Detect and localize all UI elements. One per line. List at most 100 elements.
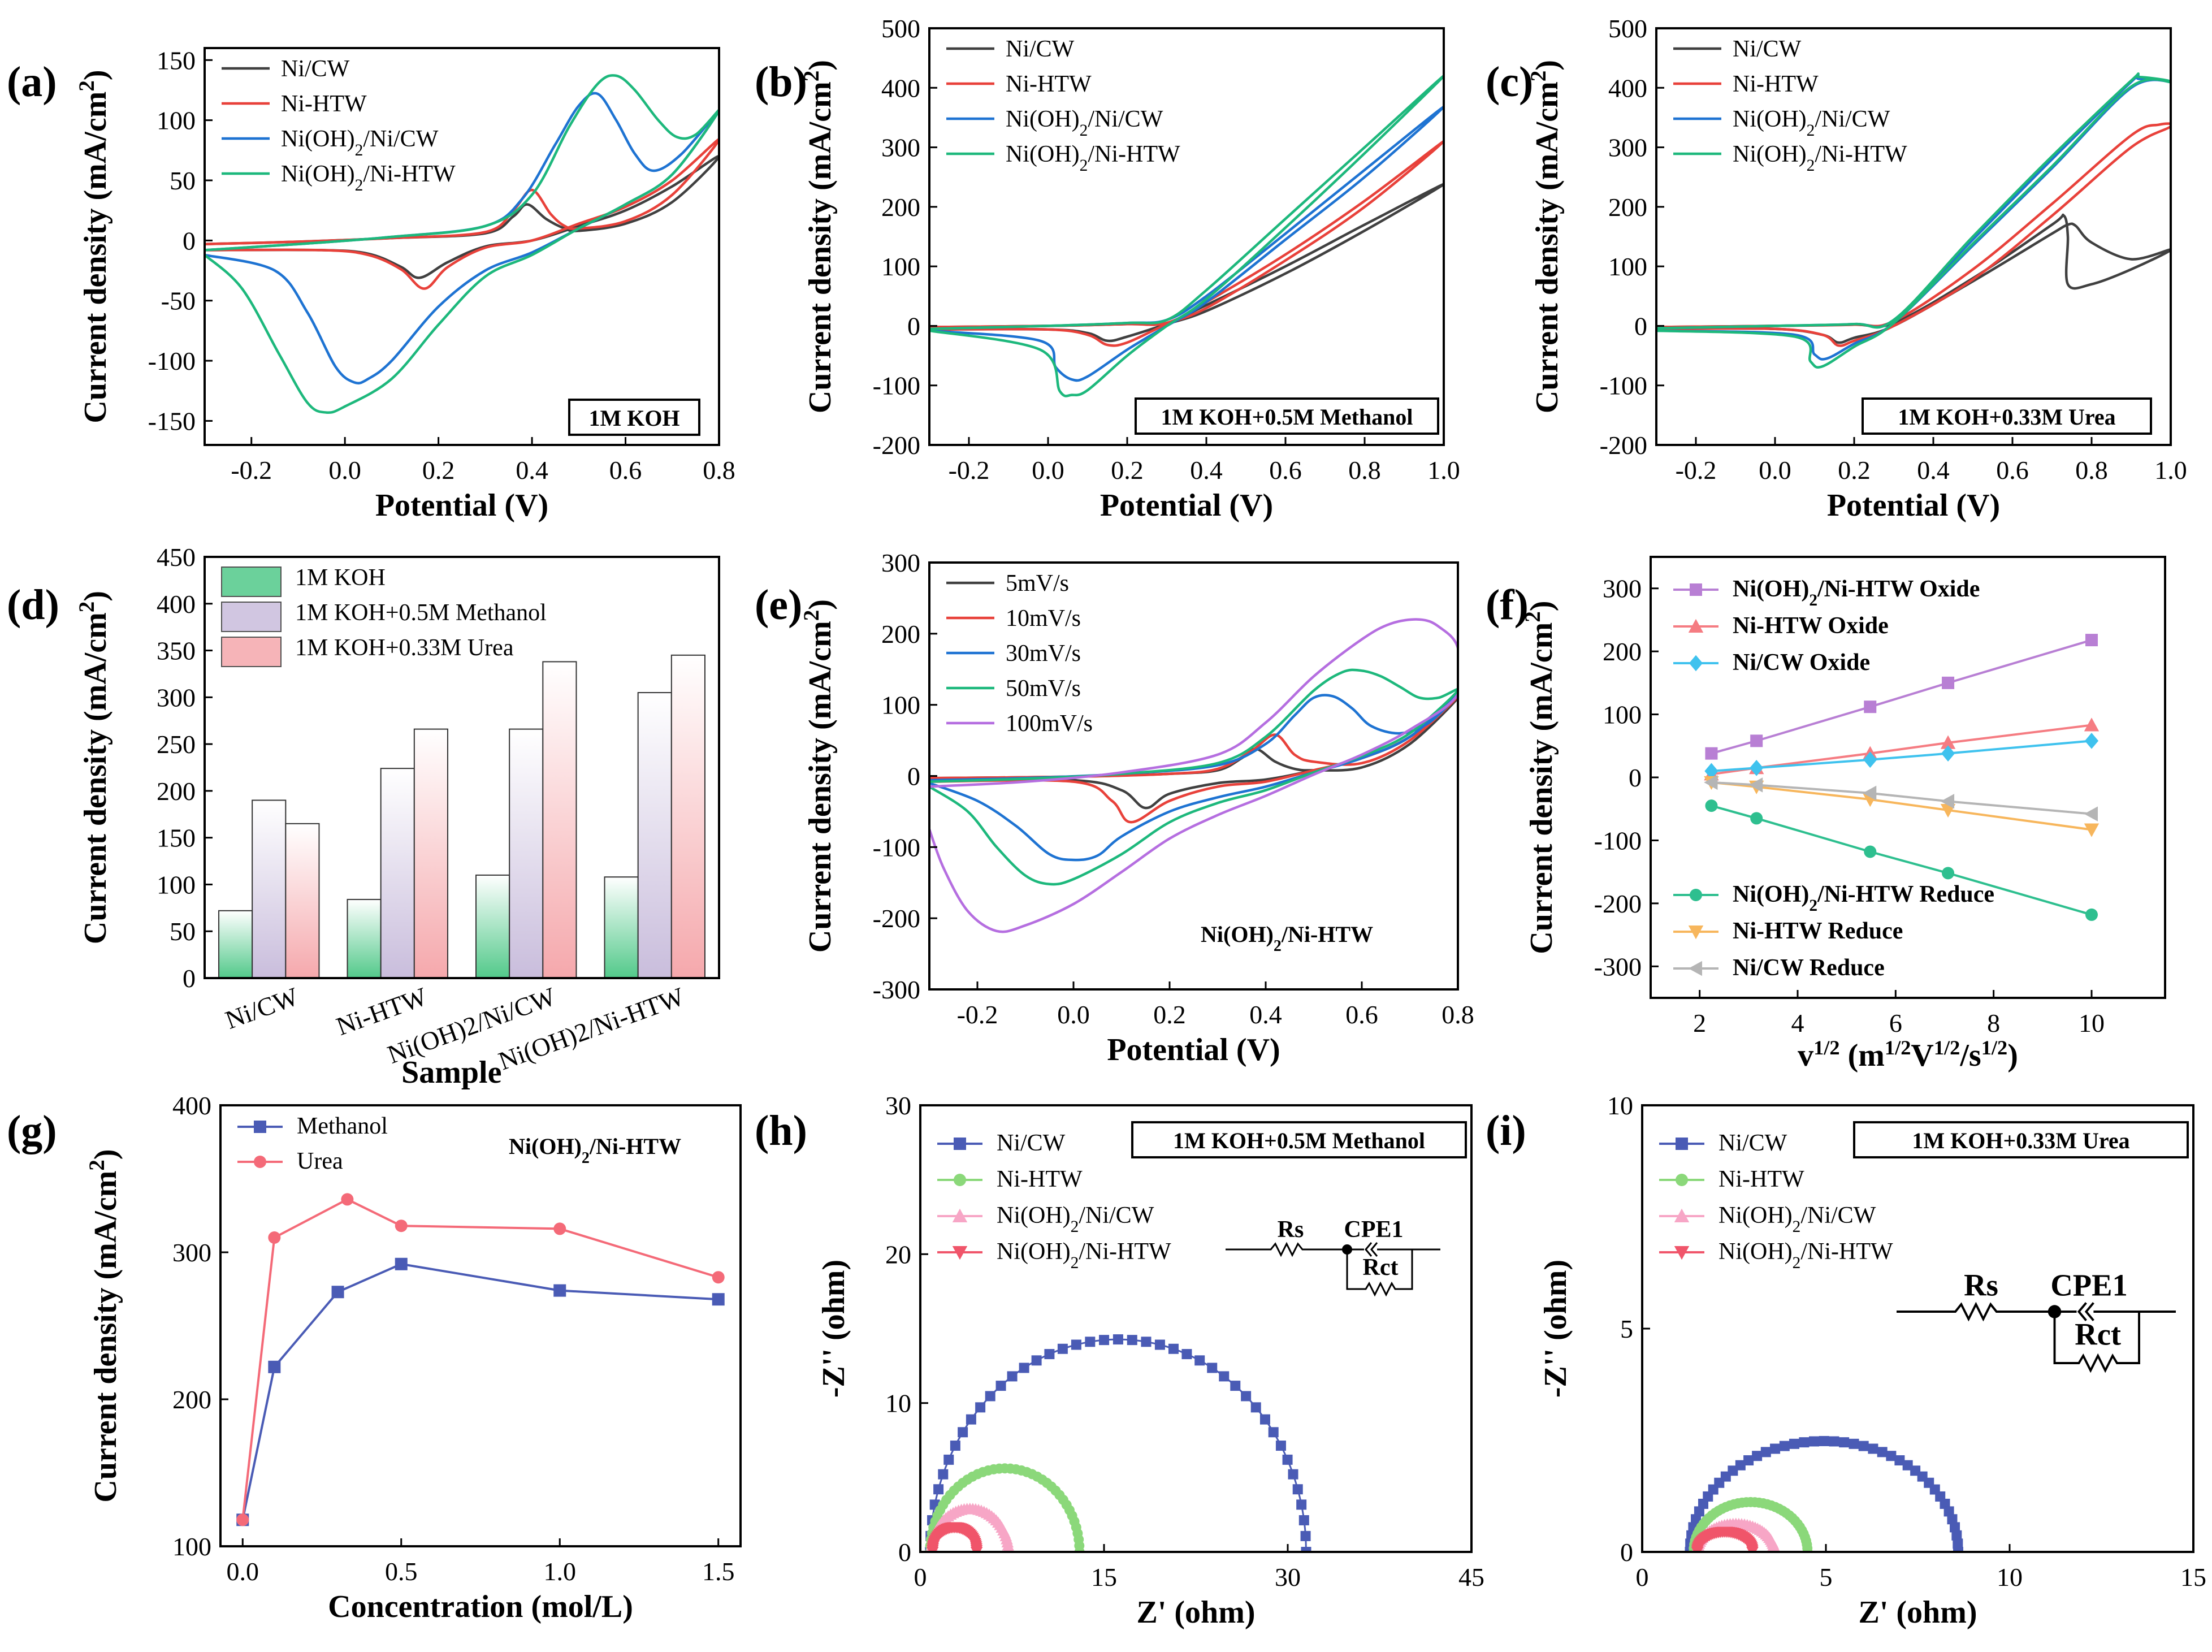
legend-label: Urea xyxy=(297,1148,343,1174)
x-tick-label: 0.0 xyxy=(328,456,361,485)
series-line xyxy=(205,74,719,414)
x-tick-label: 0.8 xyxy=(2075,456,2108,485)
x-axis-title: v1/2 (m1/2V1/2/s1/2) xyxy=(1798,1036,2018,1073)
data-point xyxy=(1288,1469,1298,1480)
legend-label: Ni/CW xyxy=(281,56,350,82)
data-point xyxy=(1749,777,1763,793)
y-tick-label: 20 xyxy=(885,1240,911,1269)
data-point xyxy=(1296,1499,1307,1510)
x-tick-label: 0.2 xyxy=(1838,456,1871,485)
panel-label: (h) xyxy=(755,1107,807,1154)
data-point xyxy=(1943,1506,1954,1517)
x-tick-label: 0.8 xyxy=(1442,1000,1474,1029)
y-tick-label: -300 xyxy=(1594,952,1642,981)
y-tick-label: 0 xyxy=(1634,312,1647,340)
x-tick-label: 1.0 xyxy=(2154,456,2187,485)
annotation-text: 1M KOH+0.5M Methanol xyxy=(1161,404,1413,430)
data-point xyxy=(1863,785,1877,801)
bar xyxy=(380,768,415,978)
legend-label: Ni-HTW xyxy=(281,91,367,117)
legend-label: Ni(OH)2/Ni-HTW Reduce xyxy=(1733,881,1994,915)
y-tick-label: 300 xyxy=(881,133,920,162)
y-tick-label: 500 xyxy=(1608,14,1647,43)
bar xyxy=(670,654,705,978)
x-axis-title: Potential (V) xyxy=(375,488,548,523)
y-axis-title: -Z'' (ohm) xyxy=(816,1260,851,1398)
cpe-element xyxy=(2054,1302,2176,1321)
data-point xyxy=(1705,799,1718,812)
data-point xyxy=(2084,717,2100,732)
legend-label: Ni(OH)2/Ni-HTW xyxy=(1718,1239,1893,1272)
data-point xyxy=(952,1208,968,1222)
data-point xyxy=(1819,1435,1829,1446)
data-point xyxy=(1809,1436,1820,1447)
y-tick-label: 0 xyxy=(1620,1538,1633,1567)
y-axis-title-text: Current density (mA/cm2) xyxy=(1521,600,1560,954)
data-point xyxy=(1941,745,1955,762)
x-tick-label: 15 xyxy=(1091,1563,1117,1592)
data-point xyxy=(2084,823,2100,837)
x-tick-label: 0.4 xyxy=(1917,456,1950,485)
axes-frame xyxy=(204,47,720,446)
x-tick-label: 1.5 xyxy=(702,1557,735,1586)
y-tick-label: 5 xyxy=(1620,1314,1633,1343)
data-point xyxy=(1789,1438,1799,1449)
data-point xyxy=(1770,1443,1781,1454)
y-tick-label: 200 xyxy=(1608,193,1647,222)
data-point xyxy=(1953,1547,1963,1552)
x-tick-label: 10 xyxy=(1997,1563,2023,1592)
x-tick-label: 0.2 xyxy=(1153,1000,1186,1029)
chart-panel-b: (b) -200 -100 0 100 200 300 400 500 -0.2 0.0 0.2 0.4… xyxy=(755,14,1460,523)
data-point xyxy=(1799,1437,1810,1448)
y-tick-label: 0 xyxy=(1629,763,1642,792)
y-tick-label: 50 xyxy=(170,166,196,195)
y-tick-label: 200 xyxy=(881,620,920,648)
y-tick-label: 400 xyxy=(1608,73,1647,102)
legend: Ni(OH)2/Ni-HTW Oxide Ni-HTW Oxide Ni/CW Ox… xyxy=(1673,576,1994,981)
legend-label: Ni/CW xyxy=(997,1130,1066,1156)
x-tick-label: -0.2 xyxy=(957,1000,998,1029)
data-point xyxy=(2084,806,2098,821)
data-point xyxy=(1760,1447,1771,1458)
bar xyxy=(413,728,448,978)
data-point xyxy=(1207,1363,1218,1373)
x-tick-label: 4 xyxy=(1791,1009,1804,1037)
x-tick-label: 10 xyxy=(2079,1009,2105,1037)
data-point xyxy=(1953,1538,1963,1549)
data-point xyxy=(1951,1530,1962,1541)
chart-panel-f: (f) -300 -200 -100 0 100 200 300 2 4 6 8 10 v1/2 (m1/… xyxy=(1486,556,2166,1073)
annotation-text: 1M KOH xyxy=(588,405,679,431)
y-tick-label: 50 xyxy=(170,917,196,946)
y-tick-label: 100 xyxy=(1608,252,1647,281)
y-tick-label: 0 xyxy=(907,762,920,791)
data-point xyxy=(395,1257,408,1270)
chart-panel-a: (a) -150 -100 -50 0 50 100 150 -0.2 0.0 0.2 0.4 0.6 0… xyxy=(7,46,735,523)
equivalent-circuit: Rs CPE1 Rct xyxy=(1226,1217,1440,1297)
data-point xyxy=(1099,1335,1110,1346)
data-point xyxy=(2084,733,2099,749)
legend-label: 1M KOH+0.5M Methanol xyxy=(295,600,547,626)
axes-frame xyxy=(928,561,1459,991)
y-tick-label: 200 xyxy=(1603,637,1642,666)
data-point xyxy=(1074,1547,1085,1552)
plot-area xyxy=(929,74,1444,397)
y-axis-title-wrap: -Z'' (ohm) xyxy=(816,1260,851,1398)
axes-frame xyxy=(919,1104,1473,1553)
x-tick-label: 0.8 xyxy=(1348,456,1381,485)
circuit-label-rct: Rct xyxy=(1363,1255,1399,1281)
data-point xyxy=(970,1547,983,1552)
x-tick-label: 0.0 xyxy=(227,1557,259,1586)
x-axis-title: Potential (V) xyxy=(1827,488,2000,523)
legend-swatch xyxy=(221,602,282,632)
legend-label: Ni/CW xyxy=(1006,36,1075,62)
data-point xyxy=(712,1293,725,1306)
data-point xyxy=(2085,908,2098,921)
data-point xyxy=(1704,763,1718,780)
data-point xyxy=(954,1174,966,1186)
data-point xyxy=(1877,1447,1888,1458)
axes-frame xyxy=(219,1104,742,1547)
chart-panel-c: (c) -200 -100 0 100 200 300 400 500 -0.2 0.0 0.2 0.4… xyxy=(1486,14,2187,523)
data-point xyxy=(1940,735,1956,749)
data-point xyxy=(1746,1547,1759,1552)
